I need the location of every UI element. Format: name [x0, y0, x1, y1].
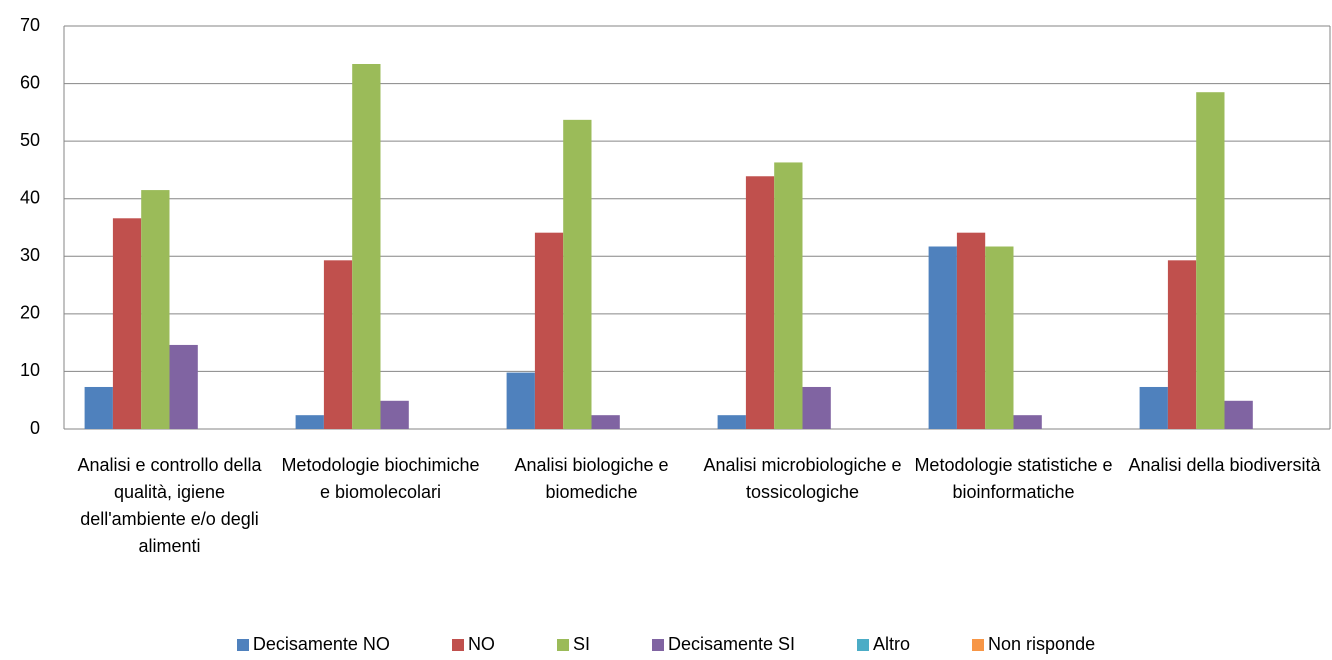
plot: 0 10 20 30 40 50 60 70 [20, 15, 1331, 438]
y-tick-label: 40 [20, 187, 40, 207]
bar [1013, 415, 1042, 429]
legend-label: Non risponde [988, 634, 1096, 654]
bar [563, 119, 592, 429]
legend-swatch [651, 638, 664, 651]
bar [352, 63, 381, 430]
x-tick-label: Analisi e controllo della qualità, igien… [77, 455, 262, 556]
legend-label: NO [467, 634, 495, 654]
bar [774, 162, 803, 430]
bar [1139, 386, 1168, 429]
x-tick-label: Metodologie statistiche e bioinformatich… [914, 455, 1113, 502]
bar [985, 246, 1014, 429]
legend-swatch [972, 638, 985, 651]
bar [506, 372, 535, 429]
bar [323, 260, 353, 429]
bar [802, 386, 831, 429]
y-tick-label: 10 [20, 360, 40, 380]
bar [169, 344, 198, 429]
legend-item: Decisamente NO [236, 634, 390, 655]
bar [380, 400, 409, 429]
y-tick-label: 0 [30, 418, 40, 438]
legend-item: Altro [857, 634, 910, 655]
legend-label: Decisamente SI [667, 634, 796, 654]
legend-label: Decisamente NO [252, 634, 390, 654]
legend-swatch [451, 638, 464, 651]
bar [928, 246, 957, 429]
x-tick-label: Analisi microbiologiche e tossicologiche [703, 455, 902, 502]
x-tick-label: Metodologie biochimiche e biomolecolari [281, 455, 480, 502]
bar [745, 176, 775, 429]
y-tick-label: 20 [20, 303, 40, 323]
bar [591, 415, 620, 429]
legend-swatch [556, 638, 569, 651]
legend-swatch [236, 638, 249, 651]
legend-label: Altro [873, 634, 911, 654]
legend-item: SI [556, 634, 590, 655]
bar [1224, 400, 1253, 429]
bar [717, 415, 746, 429]
bar [1167, 260, 1197, 429]
bar [84, 386, 113, 429]
legend-label: SI [572, 634, 590, 654]
legend-item: Decisamente SI [651, 634, 796, 655]
bar [112, 218, 142, 429]
legend-item: NO [451, 634, 495, 655]
y-tick-label: 60 [20, 72, 40, 92]
bar [1196, 92, 1225, 429]
bar [956, 232, 986, 429]
bar [534, 232, 564, 429]
legend: Decisamente NO NO SI Decisamente SI Altro Non… [0, 634, 1332, 655]
x-tick-label: Analisi della biodiversità [1128, 455, 1321, 475]
y-tick-label: 50 [20, 130, 40, 150]
y-tick-label: 30 [20, 245, 40, 265]
legend-item: Non risponde [972, 634, 1095, 655]
y-tick-label: 70 [20, 15, 40, 35]
bar [141, 190, 170, 429]
bar [295, 415, 324, 429]
legend-swatch [857, 638, 870, 651]
x-tick-label: Analisi biologiche e biomediche [514, 455, 669, 502]
